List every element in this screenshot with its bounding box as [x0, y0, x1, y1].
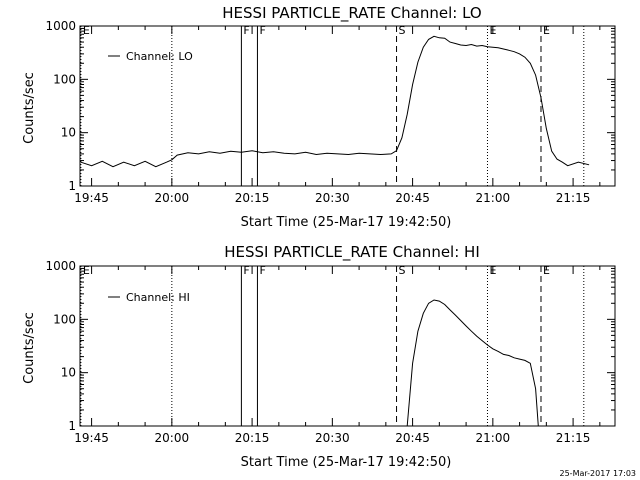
event-marker-label: E: [83, 24, 90, 37]
panel-lo-markers: F F S E E E: [80, 24, 585, 186]
x-tick-label: 20:30: [315, 431, 350, 445]
event-marker-label: E: [489, 264, 496, 277]
panel-lo-series-line: [80, 35, 590, 168]
x-tick-label: 21:15: [556, 431, 591, 445]
event-marker-label: S: [399, 264, 406, 277]
event-marker-label: S: [399, 24, 406, 37]
event-marker-label: F: [243, 264, 249, 277]
y-tick-label: 1000: [45, 259, 76, 273]
panel-lo-ylabel: Counts/sec: [22, 72, 37, 144]
event-marker-label: E: [543, 264, 550, 277]
panel-lo: HESSI PARTICLE_RATE Channel: LO Counts/s…: [22, 4, 616, 230]
x-tick-label: 20:45: [395, 431, 430, 445]
y-tick-label: 100: [53, 312, 76, 326]
timestamp-stamp: 25-Mar-2017 17:03: [560, 469, 637, 478]
panel-lo-xlabel: Start Time (25-Mar-17 19:42:50): [241, 215, 452, 230]
y-tick-label: 100: [53, 72, 76, 86]
x-tick-label: 19:45: [74, 191, 109, 205]
panel-hi-ylabel: Counts/sec: [22, 312, 37, 384]
event-marker-label: E: [489, 24, 496, 37]
event-marker-label: E: [543, 24, 550, 37]
y-tick-label: 1000: [45, 19, 76, 33]
y-tick-label: 1: [68, 179, 76, 193]
panel-hi-ticks: 19:45 20:00 20:15 20:30 20:45 21:00 21:15 1 10 10…: [45, 259, 615, 445]
panel-hi-title: HESSI PARTICLE_RATE Channel: HI: [224, 243, 480, 262]
panel-hi-series-line: [406, 299, 539, 427]
y-tick-label: 10: [61, 366, 76, 380]
panel-hi-xlabel: Start Time (25-Mar-17 19:42:50): [241, 455, 452, 470]
x-tick-label: 21:00: [476, 431, 511, 445]
panel-hi-legend-label: Channel: HI: [126, 291, 190, 304]
x-tick-label: 19:45: [74, 431, 109, 445]
panel-hi-markers: F F S E E E: [80, 264, 585, 426]
panel-lo-frame: [79, 25, 616, 187]
x-tick-label: 20:00: [155, 431, 190, 445]
event-marker-label: F: [259, 24, 265, 37]
panel-hi-frame: [79, 265, 616, 427]
x-tick-label: 20:15: [235, 191, 270, 205]
x-tick-label: 21:15: [556, 191, 591, 205]
y-tick-label: 1: [68, 419, 76, 433]
event-marker-label: F: [259, 264, 265, 277]
x-tick-label: 20:15: [235, 431, 270, 445]
y-tick-label: 10: [61, 126, 76, 140]
event-marker-label: F: [243, 24, 249, 37]
panel-lo-title: HESSI PARTICLE_RATE Channel: LO: [222, 4, 481, 23]
panel-hi: HESSI PARTICLE_RATE Channel: HI Counts/s…: [22, 243, 616, 470]
x-tick-label: 21:00: [476, 191, 511, 205]
x-tick-label: 20:45: [395, 191, 430, 205]
event-marker-label: E: [83, 264, 90, 277]
panel-lo-legend-label: Channel: LO: [126, 50, 193, 63]
panel-lo-ticks: 19:45 20:00 20:15 20:30 20:45 21:00 21:15 1 10 10…: [45, 19, 615, 205]
x-tick-label: 20:30: [315, 191, 350, 205]
x-tick-label: 20:00: [155, 191, 190, 205]
